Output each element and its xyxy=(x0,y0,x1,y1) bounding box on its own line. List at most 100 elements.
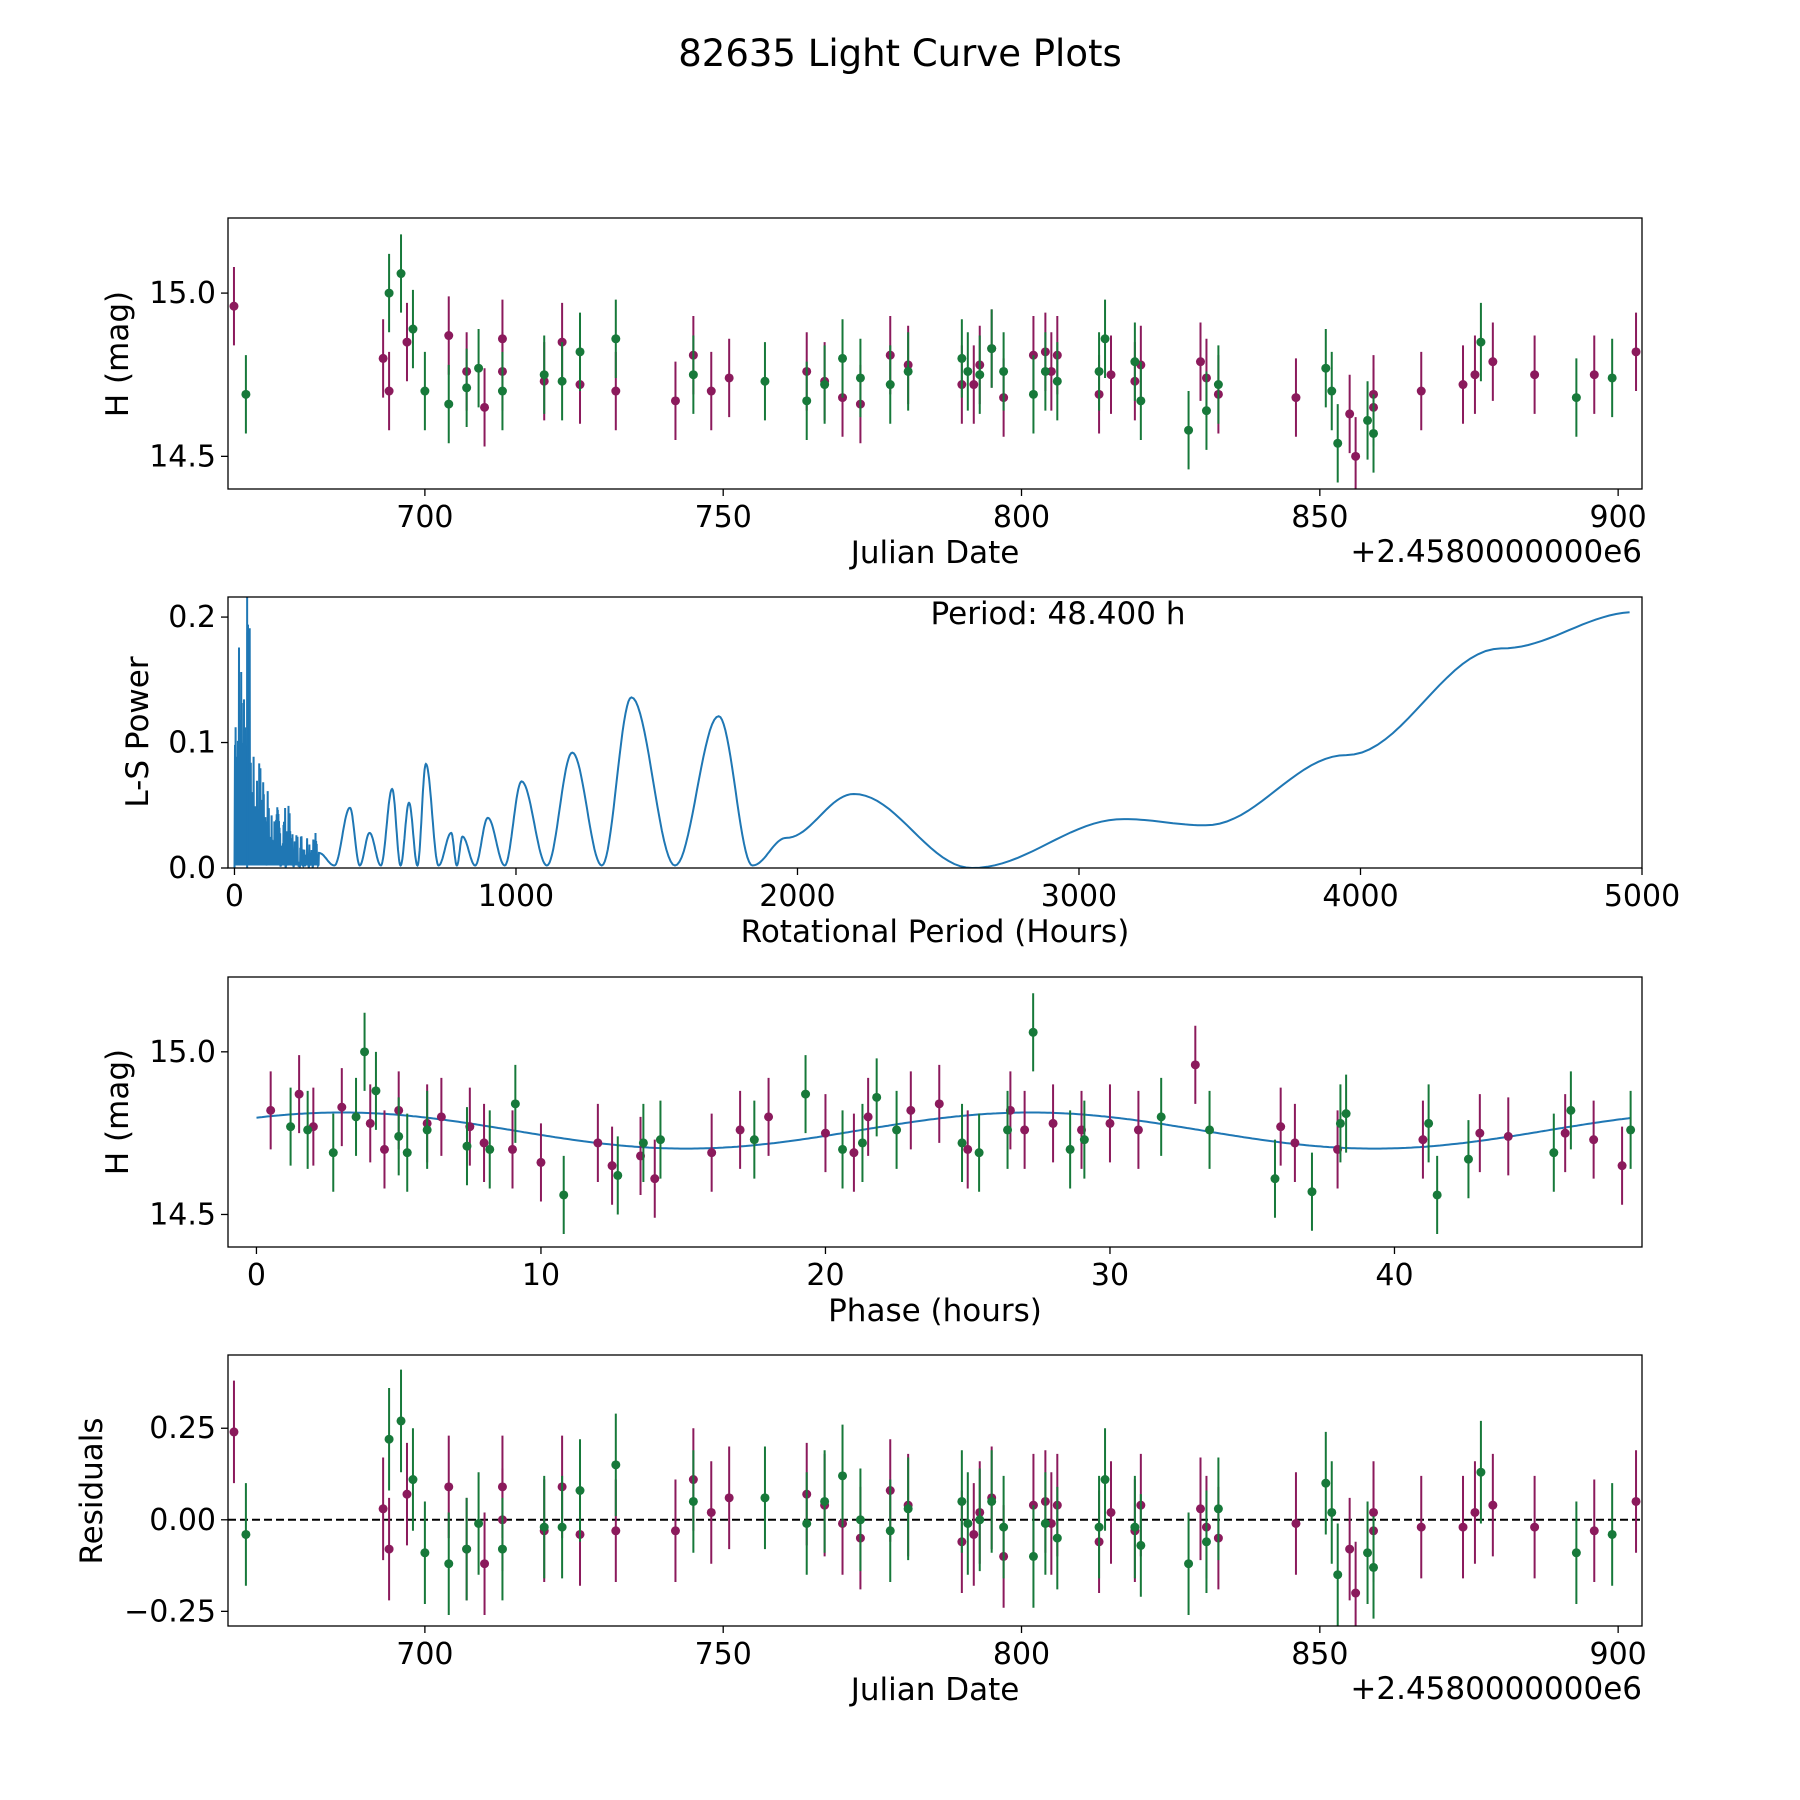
light-curve-y-tick-label: 14.5 xyxy=(149,439,216,474)
periodogram-y-tick-label: 0.0 xyxy=(168,851,216,886)
light-curve-data-point xyxy=(241,389,251,399)
light-curve-data-point xyxy=(384,288,394,298)
light-curve-data-point xyxy=(706,386,716,396)
phase-folded-data-point xyxy=(1424,1118,1434,1128)
phase-folded-data-point xyxy=(462,1141,472,1151)
residuals-data-point xyxy=(1184,1559,1194,1569)
light-curve-data-point xyxy=(1094,366,1104,376)
light-curve-data-point xyxy=(1195,357,1205,367)
phase-folded-data-point xyxy=(963,1144,973,1154)
light-curve-data-point xyxy=(820,380,830,390)
phase-folded-data-point xyxy=(906,1105,916,1115)
residuals-data-point xyxy=(855,1515,865,1525)
residuals-data-point xyxy=(1607,1529,1617,1539)
residuals-data-point xyxy=(670,1526,680,1536)
phase-folded-data-point xyxy=(508,1144,518,1154)
light-curve-data-point xyxy=(1476,337,1486,347)
phase-folded-x-tick-label: 40 xyxy=(1375,1258,1413,1293)
phase-folded-data-point xyxy=(1463,1154,1473,1164)
phase-folded-data-point xyxy=(402,1148,412,1158)
light-curve-data-point xyxy=(1327,386,1337,396)
light-curve-x-tick-label: 900 xyxy=(1590,500,1647,535)
phase-folded-data-point xyxy=(735,1125,745,1135)
panel-light-curve: Julian Date +2.4580000000e6 H (mag) 700 7… xyxy=(100,217,1647,571)
phase-folded-data-point xyxy=(351,1112,361,1122)
phase-folded-data-point xyxy=(1626,1125,1636,1135)
residuals-data-point xyxy=(384,1544,394,1554)
light-curve-data-point xyxy=(1488,357,1498,367)
periodogram-annotation: Period: 48.400 h xyxy=(931,596,1186,632)
periodogram-x-tick-label: 2000 xyxy=(759,879,835,914)
residuals-data-point xyxy=(838,1471,848,1481)
light-curve-data-point xyxy=(1607,373,1617,383)
periodogram-y-tick-label: 0.1 xyxy=(168,726,216,761)
light-curve-data-point xyxy=(975,370,985,380)
periodogram-curve xyxy=(233,611,1630,868)
residuals-data-point xyxy=(1333,1570,1343,1580)
residuals-data-point xyxy=(999,1522,1009,1532)
residuals-x-tick-label: 850 xyxy=(1291,1637,1348,1672)
residuals-data-point xyxy=(396,1416,406,1426)
residuals-data-point xyxy=(1130,1522,1140,1532)
residuals-data-point xyxy=(480,1559,490,1569)
residuals-data-point xyxy=(688,1496,698,1506)
light-curve-data-point xyxy=(229,301,239,311)
phase-folded-data-point xyxy=(957,1138,967,1148)
residuals-data-point xyxy=(1052,1533,1062,1543)
residuals-data-point xyxy=(1571,1548,1581,1558)
phase-folded-data-point xyxy=(1190,1060,1200,1070)
phase-folded-data-point xyxy=(974,1148,984,1158)
periodogram-x-label: Rotational Period (Hours) xyxy=(741,914,1130,950)
residuals-x-tick-label: 750 xyxy=(695,1637,752,1672)
phase-folded-data-point xyxy=(1048,1118,1058,1128)
residuals-data-point xyxy=(575,1486,585,1495)
residuals-data-point xyxy=(378,1504,388,1514)
phase-folded-data-point xyxy=(650,1174,660,1184)
residuals-y-tick-label: 0.00 xyxy=(149,1503,216,1538)
light-curve-data-point xyxy=(539,370,549,380)
light-curve-data-point xyxy=(885,380,895,390)
residuals-y-label: Residuals xyxy=(74,1417,110,1564)
phase-folded-data-point xyxy=(1028,1027,1038,1037)
residuals-data-point xyxy=(1530,1522,1540,1532)
light-curve-data-point xyxy=(402,337,412,347)
light-curve-x-tick-label: 800 xyxy=(993,500,1050,535)
light-curve-x-tick-label: 750 xyxy=(695,500,752,535)
light-curve-data-point xyxy=(557,376,567,386)
phase-folded-data-point xyxy=(1105,1118,1115,1128)
phase-folded-plot-area xyxy=(256,993,1636,1234)
residuals-data-point xyxy=(539,1522,549,1532)
phase-folded-data-point xyxy=(1079,1135,1089,1145)
periodogram-x-tick-label: 3000 xyxy=(1041,879,1117,914)
residuals-data-point xyxy=(1476,1467,1486,1477)
residuals-data-point xyxy=(384,1434,394,1444)
light-curve-data-point xyxy=(802,396,812,406)
phase-folded-y-label: H (mag) xyxy=(100,1049,136,1175)
light-curve-data-point xyxy=(378,353,388,363)
phase-folded-y-tick-label: 15.0 xyxy=(149,1035,216,1070)
residuals-data-point xyxy=(706,1507,716,1517)
phase-folded-data-point xyxy=(872,1092,882,1102)
light-curve-data-point xyxy=(999,366,1009,376)
residuals-data-point xyxy=(241,1529,251,1539)
periodogram-x-tick-label: 1000 xyxy=(478,879,554,914)
light-curve-data-point xyxy=(1291,393,1301,403)
phase-folded-data-point xyxy=(328,1148,338,1158)
phase-folded-x-tick-label: 0 xyxy=(247,1258,266,1293)
phase-folded-x-tick-label: 30 xyxy=(1091,1258,1129,1293)
light-curve-data-point xyxy=(1369,428,1379,438)
residuals-data-point xyxy=(969,1529,979,1539)
light-curve-data-point xyxy=(1136,396,1146,406)
phase-folded-data-point xyxy=(1276,1122,1286,1132)
residuals-x-tick-label: 800 xyxy=(993,1637,1050,1672)
phase-folded-data-point xyxy=(360,1047,370,1057)
figure-title: 82635 Light Curve Plots xyxy=(678,32,1122,75)
panel-periodogram-frame xyxy=(227,596,1643,869)
phase-folded-data-point xyxy=(479,1138,489,1148)
light-curve-data-point xyxy=(611,386,621,396)
periodogram-x-tick-label: 4000 xyxy=(1322,879,1398,914)
phase-folded-data-point xyxy=(707,1148,717,1158)
panel-phase-folded-frame xyxy=(227,976,1643,1248)
panel-light-curve-frame xyxy=(227,217,1643,490)
phase-folded-data-point xyxy=(1549,1148,1559,1158)
